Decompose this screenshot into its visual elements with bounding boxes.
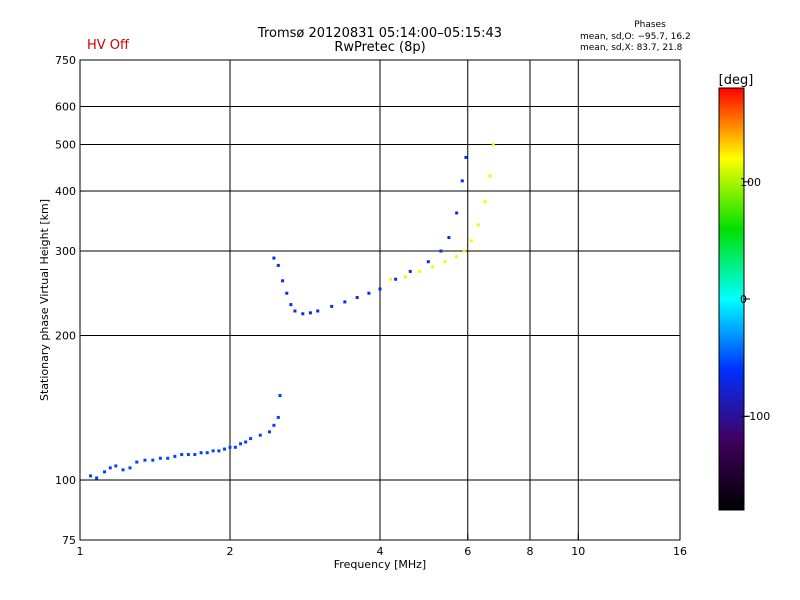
echo-point: [439, 249, 443, 253]
colorbar-unit-label: [deg]: [719, 73, 754, 88]
echo-point: [455, 255, 459, 259]
echo-point: [166, 456, 170, 460]
y-tick-label: 750: [55, 54, 76, 67]
echo-point: [211, 449, 215, 453]
echo-point: [151, 458, 155, 462]
echo-point: [455, 211, 459, 215]
echo-point: [488, 174, 492, 178]
echo-point: [343, 300, 347, 304]
echo-point: [143, 458, 147, 462]
echo-point: [431, 265, 435, 269]
echo-point: [394, 277, 398, 281]
y-tick-label: 400: [55, 185, 76, 198]
echo-point: [276, 263, 280, 267]
echo-point: [180, 453, 184, 457]
echo-point: [469, 239, 473, 243]
x-tick-label: 10: [571, 545, 585, 558]
echo-point: [464, 155, 468, 159]
echo-point: [89, 474, 93, 478]
echo-point: [301, 312, 305, 316]
echo-point: [199, 451, 203, 455]
echo-point: [272, 423, 276, 427]
x-tick-label: 2: [227, 545, 234, 558]
phase-colorbar: [deg] 100 0 −100: [718, 73, 770, 511]
echo-point: [239, 442, 243, 446]
echo-point: [249, 437, 253, 441]
axis-ticks: 1 2 4 6 8 10 16 75 100 200 300 400 500 600 750: [55, 54, 687, 558]
echo-point: [367, 291, 371, 295]
echo-point: [121, 468, 125, 472]
echo-point: [205, 451, 209, 455]
echo-point: [308, 311, 312, 315]
echo-point: [173, 454, 177, 458]
echo-point: [417, 269, 421, 273]
echo-point: [403, 275, 407, 279]
echo-point: [355, 296, 359, 300]
colorbar-gradient: [718, 87, 745, 511]
colorbar-tick-label: 100: [740, 176, 761, 189]
echo-point: [378, 287, 382, 291]
echo-point: [281, 279, 285, 283]
x-tick-label: 1: [77, 545, 84, 558]
y-tick-label: 100: [55, 474, 76, 487]
echo-point: [108, 466, 112, 470]
echo-point: [491, 143, 495, 147]
phases-legend-title: Phases: [634, 20, 666, 30]
echo-point: [272, 256, 276, 260]
echo-point: [114, 464, 118, 468]
echo-point: [476, 223, 480, 227]
echo-point: [462, 249, 466, 253]
echo-point: [267, 430, 271, 434]
echo-point: [278, 394, 282, 398]
echo-points: [89, 143, 495, 480]
echo-point: [483, 200, 487, 204]
colorbar-tick-label: −100: [740, 410, 770, 423]
echo-point: [447, 236, 451, 240]
chart-subtitle: RwPretec (8p): [334, 40, 426, 55]
echo-point: [276, 415, 280, 419]
echo-point: [228, 445, 232, 449]
echo-point: [443, 260, 447, 264]
chart-title: Tromsø 20120831 05:14:00–05:15:43: [257, 26, 503, 41]
echo-point: [408, 269, 412, 273]
hv-status-label: HV Off: [87, 38, 129, 53]
colorbar-tick-label: 0: [740, 293, 747, 306]
echo-point: [217, 449, 221, 453]
echo-point: [223, 447, 227, 451]
echo-point: [244, 440, 248, 444]
y-axis-label: Stationary phase Virtual Height [km]: [38, 199, 51, 401]
phases-legend-o-stats: mean, sd,O: −95.7, 16.2: [580, 32, 691, 42]
y-tick-label: 75: [62, 534, 76, 547]
echo-point: [158, 456, 162, 460]
echo-point: [426, 260, 430, 264]
echo-point: [460, 179, 464, 183]
ionogram-plot: 1 2 4 6 8 10 16 75 100 200 300 400 500 600 750 Frequen…: [38, 54, 687, 571]
echo-point: [258, 433, 262, 437]
echo-point: [95, 476, 99, 480]
echo-point: [316, 309, 320, 313]
echo-point: [389, 277, 393, 281]
echo-point: [293, 309, 297, 313]
x-tick-label: 8: [527, 545, 534, 558]
echo-point: [233, 445, 237, 449]
echo-point: [186, 453, 190, 457]
y-tick-label: 300: [55, 245, 76, 258]
echo-point: [289, 303, 293, 307]
x-axis-label: Frequency [MHz]: [334, 558, 426, 571]
x-tick-label: 16: [673, 545, 687, 558]
phases-legend-x-stats: mean, sd,X: 83.7, 21.8: [580, 43, 683, 53]
echo-point: [285, 291, 289, 295]
echo-point: [128, 466, 132, 470]
x-tick-label: 4: [377, 545, 384, 558]
echo-point: [135, 460, 139, 464]
y-tick-label: 500: [55, 139, 76, 152]
grid-lines: [80, 60, 680, 540]
x-tick-label: 6: [464, 545, 471, 558]
y-tick-label: 200: [55, 330, 76, 343]
y-tick-label: 600: [55, 101, 76, 114]
echo-point: [103, 470, 107, 474]
echo-point: [330, 304, 334, 308]
colorbar-ticks: 100 0 −100: [740, 176, 770, 423]
echo-point: [193, 453, 197, 457]
